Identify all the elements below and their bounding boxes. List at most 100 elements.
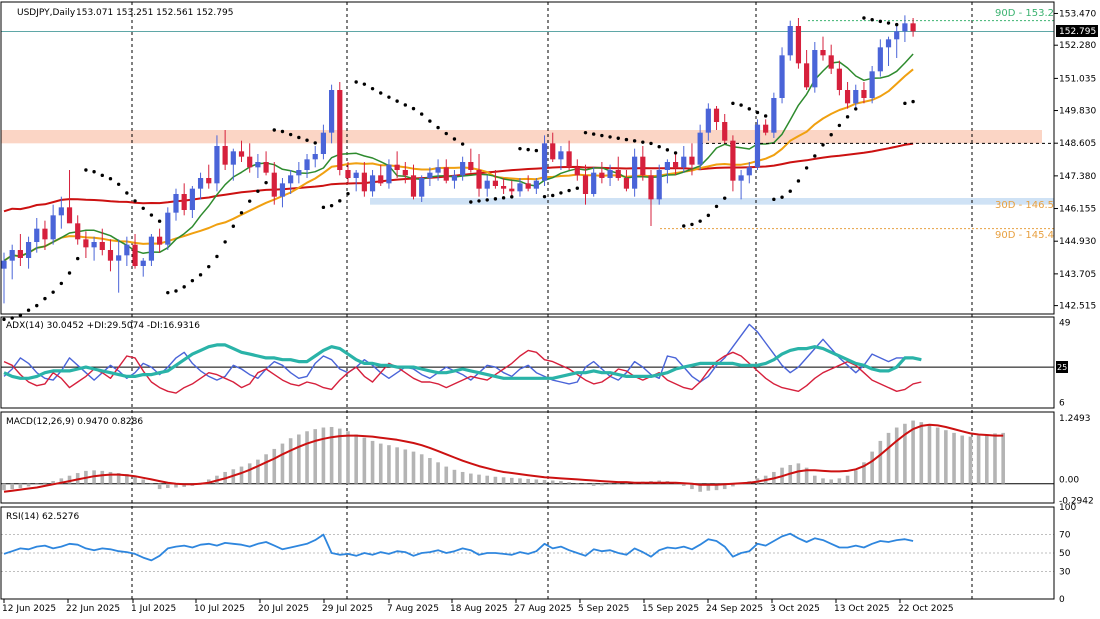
candle-body (369, 175, 376, 192)
y-tick-label: 143.705 (1059, 270, 1096, 280)
macd-histogram-bar (346, 431, 350, 484)
macd-histogram-bar (976, 435, 981, 484)
macd-histogram-bar (157, 483, 162, 490)
candle-body (804, 63, 810, 88)
candle-body (885, 39, 892, 48)
sar-dot (231, 224, 236, 228)
macd-histogram-bar (477, 474, 481, 484)
macd-histogram-bar (108, 471, 113, 484)
candle-body (312, 154, 318, 160)
sar-dot (444, 131, 448, 136)
macd-histogram-bar (256, 459, 260, 484)
candle-body (632, 156, 638, 189)
sar-dot (501, 196, 506, 200)
adx-series-adx (3, 343, 922, 380)
ma-mid-line (3, 68, 914, 262)
x-tick-label: 13 Oct 2025 (834, 604, 890, 614)
macd-histogram-bar (395, 447, 399, 484)
sar-dot (157, 219, 162, 223)
sar-dot (403, 103, 408, 107)
macd-histogram-bar (1001, 432, 1005, 484)
candle-body (402, 170, 408, 176)
macd-histogram-bar (305, 431, 309, 484)
sar-dot (321, 205, 326, 210)
candle-body (681, 156, 687, 168)
macd-histogram-bar (116, 473, 121, 484)
macd-histogram-bar (51, 481, 55, 484)
macd-histogram-bar (878, 440, 883, 484)
macd-histogram-bar (337, 428, 342, 484)
y-tick-label: 146.155 (1059, 205, 1096, 215)
sar-dot (108, 177, 113, 181)
macd-histogram-bar (567, 482, 571, 484)
macd-histogram-bar (469, 473, 473, 484)
candle-body (263, 162, 269, 173)
sar-dot (747, 107, 751, 111)
macd-tick-label: 0.00 (1059, 476, 1079, 486)
label-30d-low: 30D - 146.5 (995, 200, 1054, 211)
x-tick-label: 5 Sep 2025 (578, 604, 629, 614)
candle-body (705, 108, 711, 133)
candle-body (648, 175, 654, 200)
sar-dot (395, 99, 399, 103)
macd-histogram-bar (297, 434, 301, 484)
candle-body (844, 90, 851, 104)
sar-dot (870, 18, 874, 22)
macd-histogram-bar (944, 430, 948, 484)
candle-body (599, 172, 605, 178)
macd-histogram-bar (509, 477, 514, 484)
macd-histogram-bar (34, 483, 39, 485)
macd-histogram-bar (796, 463, 801, 484)
sar-dot (837, 123, 842, 128)
sar-dot (772, 197, 776, 202)
candle-body (672, 162, 679, 168)
macd-histogram-bar (804, 467, 809, 484)
macd-histogram-bar (206, 479, 211, 484)
x-tick-label: 10 Jul 2025 (194, 604, 245, 614)
candle-body (214, 146, 220, 184)
sar-dot (690, 222, 694, 227)
sar-dot (485, 198, 489, 202)
candle-body (582, 175, 589, 194)
candle-body (157, 236, 163, 245)
sar-dot (698, 219, 702, 223)
candle-body (337, 90, 343, 170)
candle-body (468, 162, 474, 170)
macd-histogram-bar (141, 479, 146, 484)
rsi-tick-label: 0 (1059, 595, 1065, 605)
x-tick-label: 18 Aug 2025 (450, 604, 508, 614)
x-tick-label: 22 Jun 2025 (66, 604, 120, 614)
macd-histogram-bar (428, 458, 432, 484)
macd-histogram-bar (403, 449, 408, 484)
candle-body (894, 31, 900, 40)
candle-body (255, 162, 261, 168)
macd-histogram-bar (67, 475, 72, 484)
candle-body (304, 159, 310, 170)
sar-dot (821, 143, 825, 147)
main-header-ohlc: 153.071 153.251 152.561 152.795 (76, 8, 233, 18)
candle-body (75, 223, 81, 240)
sar-dot (714, 204, 719, 209)
sar-dot (362, 82, 367, 86)
candle-body (812, 50, 818, 88)
sar-dot (133, 199, 137, 203)
sar-dot (567, 188, 571, 193)
sar-dot (862, 16, 866, 20)
candle-body (25, 242, 32, 258)
sar-dot (51, 290, 55, 294)
sar-dot (84, 168, 88, 172)
macd-histogram-bar (354, 434, 358, 484)
macd-histogram-bar (894, 427, 899, 484)
macd-histogram-bar (501, 477, 506, 484)
sar-dot (575, 186, 579, 190)
candle-body (345, 170, 351, 178)
macd-histogram-bar (288, 438, 293, 484)
candle-body (206, 178, 212, 184)
macd-histogram-bar (272, 448, 277, 484)
macd-histogram-bar (935, 427, 940, 484)
candle-body (607, 170, 613, 178)
macd-histogram-bar (690, 483, 694, 490)
candle-body (91, 242, 97, 248)
candle-body (132, 244, 138, 266)
